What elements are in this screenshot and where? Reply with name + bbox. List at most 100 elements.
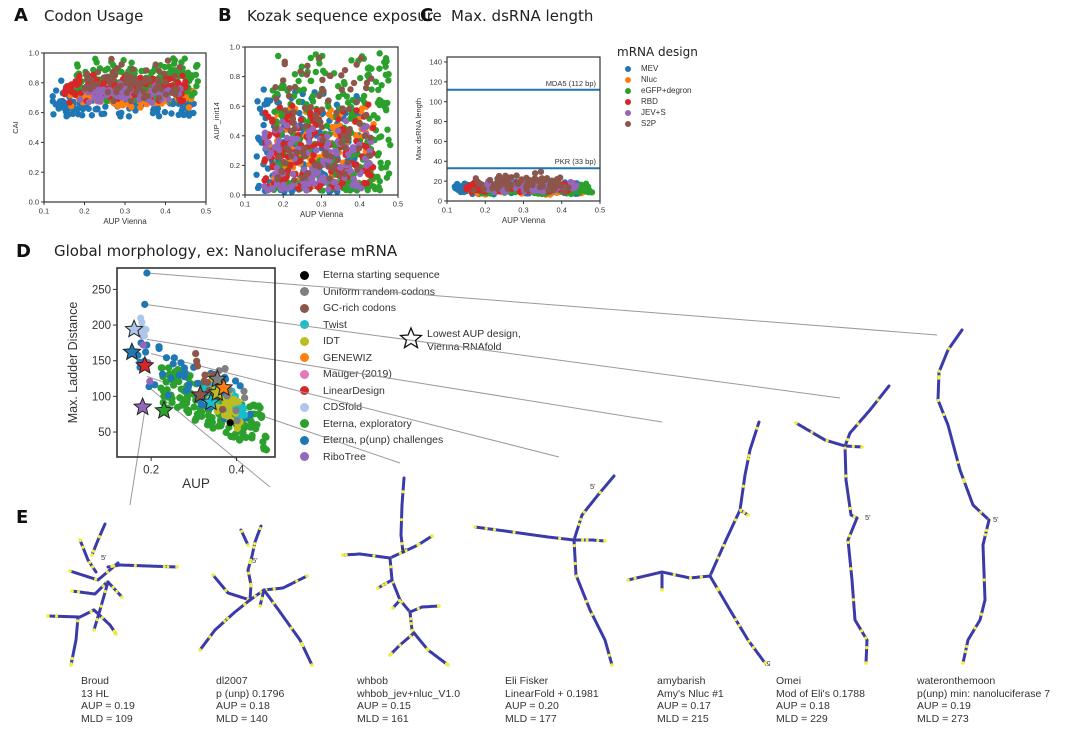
legend-label: GENEWIZ [323,351,372,364]
star-legend-icon [398,326,424,350]
loop-marker [598,490,602,495]
loop-marker [984,528,989,532]
data-point [190,403,198,411]
data-point [365,64,373,71]
legend-mrna-design: MEV Nluc eGFP+degron RBD JEV+S S2P [621,63,691,129]
data-point [328,153,335,160]
legend-marker [300,320,309,330]
loop-marker [574,574,579,578]
hairpin-loop [626,578,630,582]
data-point [387,141,394,149]
helix-stem [68,561,120,582]
loop-marker [876,398,880,402]
data-point [363,162,370,169]
loop-marker [253,542,257,546]
data-point [503,181,511,188]
data-point [264,113,272,120]
star-marker-eterna-p-unp-challenges [122,341,142,361]
data-point [518,176,525,183]
loop-marker [344,553,348,557]
loop-marker [249,584,253,588]
data-point [325,163,332,170]
y-tick-label: 40 [434,157,442,166]
legend-marker [300,336,309,346]
data-point [258,412,266,420]
loop-marker [859,629,864,633]
data-point [262,144,270,152]
data-point [118,61,125,68]
data-point [280,158,287,166]
legend-marker [300,452,309,462]
x-tick-label: 0.4 [355,200,365,209]
loop-marker [715,587,720,591]
panel-letter-e: E [16,507,29,528]
helix-stem [961,518,991,665]
data-point [232,406,240,415]
legend-marker [625,65,631,72]
legend-label: GC-rich codons [323,302,396,315]
points-layer [134,269,271,454]
data-point [341,80,348,88]
x-tick-label: 0.2 [480,206,490,215]
loop-marker [416,543,420,547]
loop-marker [572,543,576,548]
data-point [162,91,170,98]
data-point [316,163,323,171]
data-point [52,87,60,94]
data-point [366,147,373,155]
hairpin-loop [198,648,202,652]
data-point [191,416,199,424]
data-point [227,432,235,441]
loop-marker [672,573,676,577]
hairpin-loop [92,628,96,632]
data-point [374,152,381,159]
star-note-line-1: Lowest AUP design, [427,328,521,340]
data-point [552,181,559,188]
data-point [239,404,247,412]
x-axis-label: AUP Vienna [103,217,147,226]
y-tick-label: 0.4 [29,138,39,147]
loop-marker [865,646,869,650]
data-point [49,93,56,100]
data-point [348,57,355,64]
data-point [203,421,212,429]
data-point [365,101,372,108]
reference-line-label: PKR (33 bp) [555,157,597,166]
data-point [267,185,274,193]
data-point [527,178,535,186]
data-point [157,62,164,69]
x-tick-label: 0.2 [278,200,288,209]
data-point [50,111,57,118]
hairpin-loop [305,574,309,578]
data-point [235,436,244,444]
data-point [132,89,140,96]
data-point [293,149,301,156]
data-point [176,394,184,402]
data-point-eterna-p-unp-challenges [143,269,151,277]
data-point [98,110,105,118]
hairpin-loop [391,606,395,610]
caption-mld: MLD = 229 [776,712,828,725]
data-point [192,349,200,358]
hairpin-loop [78,538,82,542]
hairpin-loop [660,588,664,592]
loop-marker [573,561,577,566]
data-point [316,54,323,61]
legend-label: Mauger (2019) [323,368,392,381]
data-point [58,77,65,84]
data-point [309,98,317,105]
data-point [140,88,147,95]
data-point [266,97,274,104]
star-marker-ribotree [132,396,153,416]
data-point [340,132,347,139]
loop-marker [973,626,977,630]
data-point [158,364,166,372]
data-point [273,95,280,103]
y-tick-label: 60 [434,137,442,146]
helix-stem [708,420,761,578]
data-point [334,184,341,191]
data-point [295,98,303,106]
data-point [283,122,291,129]
data-point [146,77,154,84]
data-point [183,387,191,395]
